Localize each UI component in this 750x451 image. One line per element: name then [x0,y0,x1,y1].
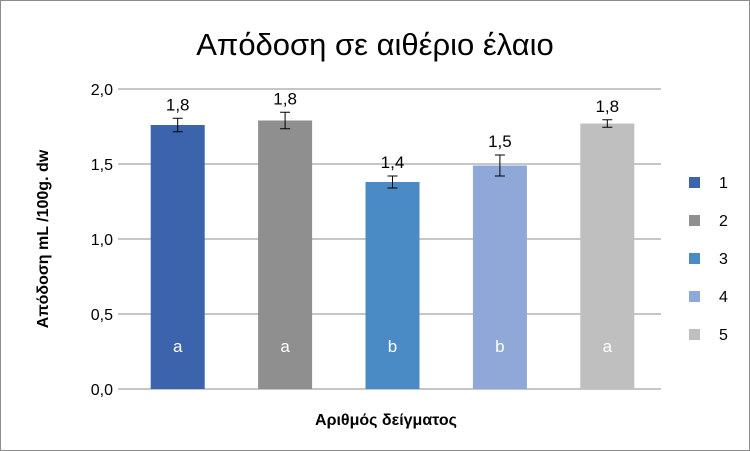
data-label: 1,4 [381,153,405,172]
legend-label: 4 [719,289,728,306]
legend-label: 1 [719,175,728,192]
legend-label: 3 [719,251,728,268]
data-label: 1,8 [595,97,619,116]
y-axis-ticks: 0,0 0,5 1,0 1,5 2,0 [91,82,124,399]
bar-3 [365,182,420,389]
y-axis-title: Απόδοση mL /100g. dw [35,149,52,328]
data-label: 1,8 [273,89,297,108]
y-tick-label: 0,0 [91,382,113,399]
legend-label: 2 [719,213,728,230]
significance-label: a [280,337,290,356]
bar-1 [150,125,205,389]
significance-label: b [388,337,397,356]
legend-label: 5 [719,327,728,344]
y-tick-label: 1,0 [91,232,113,249]
y-tick-label: 2,0 [91,82,113,99]
data-label: 1,8 [166,95,190,114]
significance-label: a [173,337,183,356]
bar-5 [580,123,635,389]
legend-swatch [689,291,700,302]
legend-swatch [689,253,700,264]
data-label: 1,5 [488,132,512,151]
legend-swatch [689,329,700,340]
chart-title: Απόδοση σε αιθέριο έλαιο [196,27,554,62]
bar-4 [472,165,527,389]
bars: 1,8 a 1,8 a 1,4 b 1,5 b 1,8 a [150,89,635,389]
significance-label: a [603,337,613,356]
significance-label: b [495,337,504,356]
y-tick-label: 0,5 [91,307,113,324]
x-axis-title: Αριθμός δείγματος [315,412,457,429]
bar-2 [258,120,313,389]
legend-swatch [689,215,700,226]
y-tick-label: 1,5 [91,157,113,174]
legend-swatch [689,177,700,188]
legend: 1 2 3 4 5 [689,175,728,344]
